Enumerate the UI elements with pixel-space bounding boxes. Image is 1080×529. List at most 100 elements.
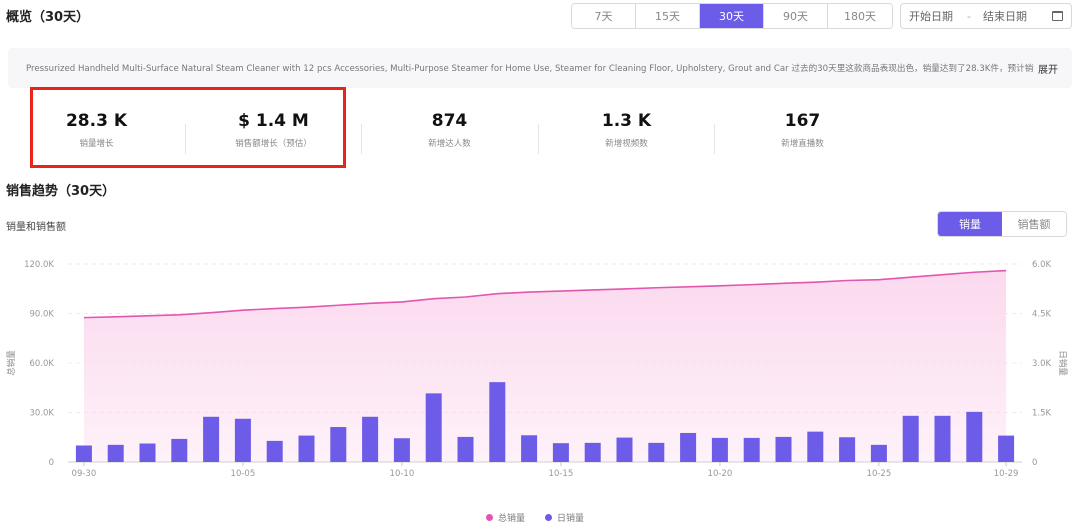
- trend-subtitle: 销量和销售额: [6, 222, 66, 233]
- daily-sales-bar: [393, 438, 410, 462]
- stat-label: 销量增长: [79, 139, 114, 149]
- daily-sales-bar: [902, 415, 919, 462]
- overview-title: 概览（30天）: [6, 10, 90, 25]
- x-tick-label: 10-25: [867, 469, 892, 479]
- daily-sales-bar: [330, 427, 347, 462]
- daily-sales-bar: [75, 445, 92, 462]
- x-tick-label: 10-10: [390, 469, 415, 479]
- y-right-tick-label: 1.5K: [1032, 409, 1052, 419]
- stat-sales-growth: 28.3 K 销量增长: [8, 100, 185, 164]
- y-left-tick-label: 90.0K: [30, 310, 55, 320]
- start-date-field[interactable]: 开始日期: [909, 10, 953, 23]
- daily-sales-bar: [266, 440, 283, 462]
- y-left-tick-label: 120.0K: [24, 260, 54, 270]
- y-right-axis-title: 日销量: [1057, 350, 1068, 376]
- daily-sales-bar: [743, 437, 760, 462]
- metric-toggle: 销量 销售额: [937, 211, 1067, 237]
- y-left-tick-label: 30.0K: [30, 409, 55, 419]
- chart-legend: 总销量 日销量: [486, 511, 604, 524]
- stat-label: 新增视频数: [605, 139, 648, 149]
- legend-total-sales[interactable]: 总销量: [486, 511, 525, 524]
- stat-divider: [185, 124, 186, 154]
- toggle-sales-volume[interactable]: 销量: [938, 212, 1002, 236]
- product-summary-text: Pressurized Handheld Multi-Surface Natur…: [26, 64, 1034, 74]
- stat-value: 874: [431, 111, 468, 131]
- daily-sales-bar: [107, 444, 124, 462]
- daily-sales-bar: [711, 437, 728, 462]
- daily-sales-bar: [425, 393, 442, 462]
- x-tick-label: 10-20: [708, 469, 733, 479]
- daily-sales-bar: [807, 431, 824, 462]
- daily-sales-bar: [298, 435, 315, 462]
- range-180d-button[interactable]: 180天: [828, 4, 892, 28]
- legend-label: 日销量: [557, 514, 585, 524]
- range-30d-button[interactable]: 30天: [700, 4, 764, 28]
- daily-sales-bar: [552, 443, 569, 462]
- daily-sales-bar: [966, 411, 983, 462]
- y-right-tick-label: 0: [1032, 458, 1037, 468]
- stat-value: 1.3 K: [601, 111, 652, 131]
- daily-sales-bar: [457, 436, 474, 462]
- stat-value: $ 1.4 M: [238, 111, 309, 131]
- daily-sales-bar: [648, 442, 665, 462]
- daily-sales-bar: [362, 416, 379, 462]
- date-range-picker[interactable]: 开始日期 - 结束日期: [900, 3, 1072, 29]
- stat-label: 新增直播数: [781, 139, 824, 149]
- daily-sales-bar: [489, 382, 506, 462]
- y-left-axis-title: 总销量: [6, 350, 17, 376]
- calendar-icon[interactable]: [1052, 11, 1063, 21]
- expand-link[interactable]: 展开: [1034, 60, 1072, 76]
- daily-sales-bar: [934, 415, 951, 462]
- stat-revenue-growth: $ 1.4 M 销售额增长（预估）: [185, 100, 362, 164]
- daily-sales-bar: [139, 443, 156, 462]
- x-tick-label: 10-15: [549, 469, 574, 479]
- legend-daily-sales[interactable]: 日销量: [545, 511, 584, 524]
- stat-label: 新增达人数: [428, 139, 471, 149]
- daily-sales-bar: [839, 437, 856, 462]
- daily-sales-bar: [203, 416, 220, 462]
- highlight-box: [30, 87, 346, 168]
- stat-divider: [714, 124, 715, 154]
- total-sales-line: [83, 269, 1007, 319]
- end-date-field[interactable]: 结束日期: [982, 10, 1027, 23]
- stat-new-creators: 874 新增达人数: [361, 100, 538, 164]
- range-selector: 7天 15天 30天 90天 180天: [571, 3, 893, 29]
- legend-dot: [486, 514, 493, 521]
- daily-sales-bar: [870, 444, 887, 462]
- range-7d-button[interactable]: 7天: [572, 4, 636, 28]
- stat-label: 销售额增长（预估）: [235, 139, 312, 149]
- product-summary-banner: Pressurized Handheld Multi-Surface Natur…: [8, 48, 1072, 88]
- range-90d-button[interactable]: 90天: [764, 4, 828, 28]
- y-right-tick-label: 3.0K: [1032, 359, 1052, 369]
- daily-sales-bar: [521, 435, 538, 462]
- stat-divider: [361, 124, 362, 154]
- sales-trend-chart: 0 0 30.0K 1.5K 60.0K 3.0K 90.0K 4.5K 120.0K 6.0K 总…: [6, 260, 1068, 479]
- y-right-tick-label: 6.0K: [1032, 260, 1052, 270]
- stat-divider: [538, 124, 539, 154]
- y-left-tick-label: 60.0K: [30, 359, 55, 369]
- stats-row: 28.3 K 销量增长 $ 1.4 M 销售额增长（预估） 874 新增达人数 …: [8, 100, 888, 164]
- stat-value: 167: [784, 111, 821, 131]
- daily-sales-bar: [616, 437, 633, 462]
- x-tick-label: 10-29: [994, 469, 1019, 479]
- range-15d-button[interactable]: 15天: [636, 4, 700, 28]
- daily-sales-bar: [171, 438, 188, 462]
- legend-dot: [545, 514, 553, 521]
- y-right-tick-label: 4.5K: [1032, 310, 1052, 320]
- x-tick-label: 09-30: [72, 469, 97, 479]
- daily-sales-bar: [775, 436, 792, 462]
- stat-value: 28.3 K: [65, 111, 128, 131]
- toggle-sales-amount[interactable]: 销售额: [1002, 212, 1066, 236]
- daily-sales-bar: [998, 435, 1015, 462]
- trend-title: 销售趋势（30天）: [6, 184, 116, 199]
- stat-new-videos: 1.3 K 新增视频数: [538, 100, 715, 164]
- daily-sales-bar: [234, 418, 251, 462]
- daily-sales-bar: [584, 442, 601, 462]
- total-sales-area: [83, 270, 1007, 462]
- legend-label: 总销量: [498, 514, 526, 524]
- date-separator: -: [967, 9, 971, 23]
- y-left-tick-label: 0: [49, 458, 54, 468]
- stat-new-lives: 167 新增直播数: [714, 100, 891, 164]
- daily-sales-bar: [680, 432, 697, 462]
- x-tick-label: 10-05: [231, 469, 256, 479]
